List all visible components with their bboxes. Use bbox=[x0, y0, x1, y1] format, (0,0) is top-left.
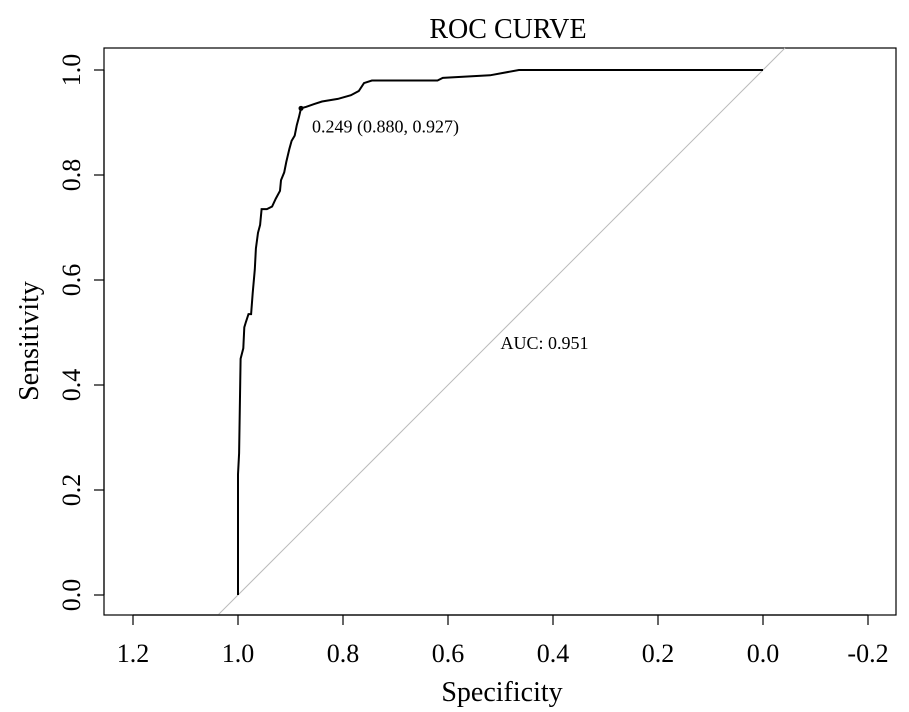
y-tick-label: 0.2 bbox=[57, 474, 86, 507]
x-tick-label: 0.6 bbox=[432, 639, 465, 668]
x-axis-title: Specificity bbox=[441, 677, 562, 708]
x-tick-label: 0.8 bbox=[327, 639, 360, 668]
roc-curve-layer bbox=[237, 69, 763, 595]
x-tick-label: 0.2 bbox=[642, 639, 675, 668]
roc-curve-line bbox=[237, 69, 763, 595]
threshold-label: 0.249 (0.880, 0.927) bbox=[312, 116, 459, 137]
y-tick-label: 0.0 bbox=[57, 579, 86, 612]
y-tick-label: 0.4 bbox=[57, 369, 86, 402]
annotation-layer: 0.249 (0.880, 0.927) AUC: 0.951 bbox=[298, 105, 589, 353]
x-tick-label: -0.2 bbox=[847, 639, 888, 668]
auc-label: AUC: 0.951 bbox=[501, 333, 589, 353]
x-tick-label: 1.2 bbox=[117, 639, 150, 668]
threshold-point bbox=[298, 105, 304, 111]
y-tick-label: 1.0 bbox=[57, 54, 86, 87]
y-tick-label: 0.8 bbox=[57, 159, 86, 192]
y-axis-title: Sensitivity bbox=[14, 281, 45, 401]
y-tick-label: 0.6 bbox=[57, 264, 86, 297]
x-axis: 1.2 1.0 0.8 0.6 0.4 0.2 0.0 -0.2 bbox=[117, 614, 889, 668]
x-tick-label: 0.0 bbox=[747, 639, 780, 668]
x-tick-label: 0.4 bbox=[537, 639, 570, 668]
chart-title: ROC CURVE bbox=[429, 14, 586, 45]
y-axis: 0.0 0.2 0.4 0.6 0.8 1.0 bbox=[57, 54, 105, 612]
reference-diagonal-layer bbox=[217, 47, 786, 616]
reference-diagonal-line bbox=[217, 47, 786, 616]
x-tick-label: 1.0 bbox=[222, 639, 255, 668]
plot-frame bbox=[103, 47, 897, 616]
